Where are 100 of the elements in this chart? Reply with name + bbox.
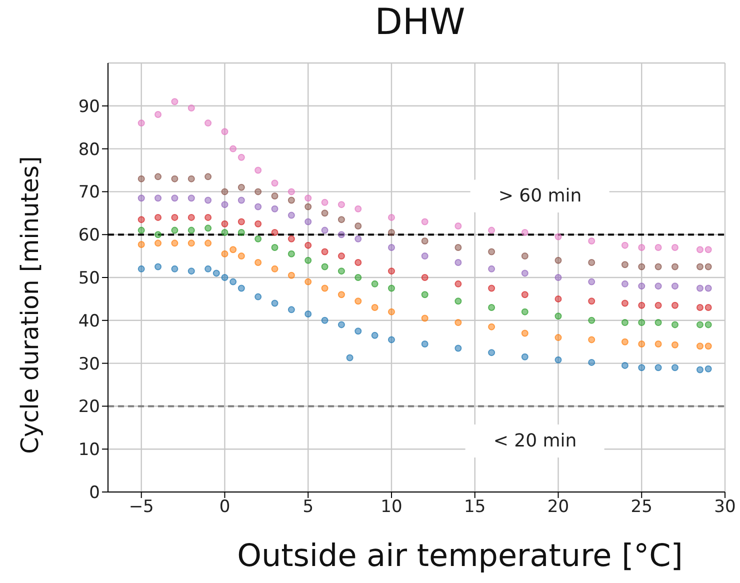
- point: [138, 175, 145, 182]
- point: [671, 364, 678, 372]
- point: [421, 291, 428, 298]
- point: [288, 196, 295, 204]
- x-tick-label: 25: [630, 497, 652, 518]
- y-tick-label: 50: [78, 268, 100, 289]
- point: [154, 110, 162, 118]
- point: [638, 319, 646, 326]
- point: [171, 226, 178, 234]
- point: [421, 252, 428, 260]
- point: [554, 334, 562, 342]
- point: [288, 250, 295, 258]
- point: [354, 205, 362, 212]
- point: [238, 184, 245, 191]
- point: [521, 270, 528, 277]
- point: [230, 145, 237, 152]
- point: [354, 222, 362, 230]
- x-tick-label: 0: [219, 497, 230, 518]
- point: [304, 194, 312, 202]
- point: [321, 284, 328, 292]
- point: [588, 316, 596, 324]
- point: [188, 104, 195, 112]
- point: [212, 270, 220, 277]
- point: [704, 284, 712, 292]
- point: [521, 291, 528, 298]
- point: [454, 258, 462, 266]
- point: [671, 341, 678, 348]
- point: [388, 336, 395, 344]
- x-axis-title: Outside air temperature [°C]: [236, 538, 684, 574]
- point: [230, 246, 237, 254]
- point: [388, 284, 395, 292]
- point: [696, 342, 704, 350]
- point: [288, 212, 295, 219]
- point: [588, 258, 596, 266]
- point: [454, 319, 462, 326]
- y-tick-label: 20: [78, 397, 100, 418]
- point: [138, 194, 145, 202]
- point: [654, 282, 662, 290]
- point: [171, 240, 178, 247]
- point: [154, 263, 162, 270]
- point: [138, 216, 145, 224]
- x-tick-label: 5: [302, 497, 314, 518]
- point: [388, 228, 395, 236]
- point: [171, 175, 178, 182]
- point: [454, 344, 462, 352]
- point: [521, 330, 528, 337]
- point: [588, 336, 596, 344]
- y-tick-label: 10: [78, 440, 100, 460]
- point: [204, 240, 212, 247]
- point: [371, 304, 378, 312]
- point: [588, 358, 596, 366]
- x-tick-label: 15: [464, 497, 486, 518]
- point: [354, 235, 362, 242]
- point: [621, 300, 628, 307]
- point: [654, 364, 662, 372]
- annotation: < 20 min: [465, 424, 605, 458]
- point: [388, 308, 395, 316]
- x-tick-label: −5: [128, 497, 154, 518]
- point: [421, 314, 428, 322]
- chart-title: DHW: [374, 2, 466, 43]
- point: [696, 263, 704, 270]
- point: [671, 263, 678, 270]
- point: [221, 201, 228, 208]
- point: [188, 175, 195, 182]
- point: [621, 242, 628, 249]
- point: [621, 362, 628, 369]
- y-tick-label: 60: [78, 226, 100, 246]
- point: [454, 222, 462, 230]
- y-tick-label: 0: [89, 483, 100, 504]
- x-tick-label: 20: [547, 497, 570, 518]
- point: [488, 265, 496, 272]
- point: [671, 244, 678, 251]
- point: [238, 228, 245, 236]
- point: [638, 282, 646, 290]
- point: [204, 265, 212, 272]
- point: [230, 278, 237, 286]
- point: [346, 354, 354, 362]
- point: [354, 298, 362, 305]
- point: [696, 321, 704, 328]
- point: [288, 306, 295, 314]
- y-tick-label: 80: [78, 140, 100, 160]
- point: [671, 302, 678, 309]
- point: [304, 256, 312, 264]
- point: [238, 154, 245, 161]
- point: [371, 280, 378, 288]
- point: [638, 340, 646, 348]
- point: [154, 194, 162, 202]
- point: [671, 282, 678, 290]
- point: [621, 280, 628, 288]
- point: [554, 295, 562, 302]
- point: [338, 216, 345, 224]
- point: [638, 302, 646, 309]
- point: [188, 214, 195, 221]
- point: [421, 218, 428, 226]
- point: [188, 240, 195, 247]
- point: [271, 228, 278, 236]
- point: [154, 214, 162, 221]
- y-tick-label: 70: [78, 182, 100, 203]
- point: [354, 274, 362, 281]
- point: [321, 226, 328, 234]
